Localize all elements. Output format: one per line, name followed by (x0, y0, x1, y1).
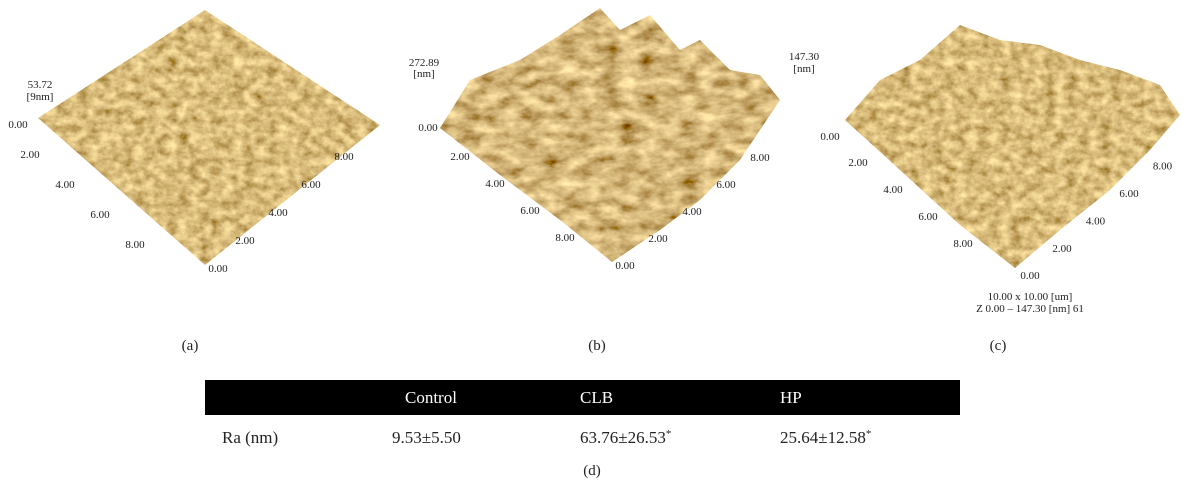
cell-note: * (666, 428, 672, 440)
row-label: Ra (nm) (222, 428, 278, 447)
cell-value: 9.53±5.50 (392, 428, 461, 447)
z-min-label: 0.00 (820, 131, 840, 143)
axis-label: 8.00 (334, 151, 354, 163)
axis-label: 2.00 (235, 235, 255, 247)
z-unit-label: [nm] (793, 63, 814, 75)
axis-label: 8.00 (750, 152, 770, 164)
cell-value: 25.64±12.58 (780, 428, 866, 447)
axis-label: 6.00 (90, 209, 110, 221)
axis-label: 8.00 (1153, 161, 1173, 173)
axis-label: 8.00 (555, 232, 575, 244)
cell: 25.64±12.58* (780, 428, 871, 447)
cell: 9.53±5.50 (392, 428, 461, 447)
axis-label: 6.00 (520, 205, 540, 217)
axis-label: 4.00 (883, 184, 903, 196)
axis-label: 6.00 (301, 179, 321, 191)
surface-c (840, 20, 1183, 270)
axis-label: 2.00 (1052, 243, 1072, 255)
axis-label: 6.00 (716, 179, 736, 191)
surface-b (435, 5, 785, 265)
panel-label: (b) (588, 338, 606, 354)
z-min-label: 0.00 (418, 122, 438, 134)
surface-a (30, 5, 390, 270)
cell-value: 63.76±26.53 (580, 428, 666, 447)
axis-label: 4.00 (268, 207, 288, 219)
axis-label: 4.00 (485, 178, 505, 190)
axis-label: 6.00 (1119, 188, 1139, 200)
z-unit-label: [9nm] (27, 91, 54, 103)
axis-label: 2.00 (848, 157, 868, 169)
z-min-label: 0.00 (8, 119, 28, 131)
origin-label: 0.00 (615, 260, 635, 272)
cell: 63.76±26.53* (580, 428, 671, 447)
z-unit-label: [nm] (413, 68, 434, 80)
axis-label: 6.00 (918, 211, 938, 223)
axis-label: 4.00 (682, 206, 702, 218)
column-header: HP (780, 388, 802, 407)
panel-label: (a) (182, 338, 199, 354)
origin-label: 0.00 (208, 263, 228, 275)
z-max-label: 147.30 (789, 51, 820, 63)
column-header: Control (405, 388, 457, 407)
table-caption: (d) (583, 463, 601, 479)
scan-info: 10.00 x 10.00 [um] (988, 291, 1073, 303)
z-max-label: 53.72 (28, 79, 53, 91)
panel-label: (c) (990, 338, 1007, 354)
origin-label: 0.00 (1020, 270, 1040, 282)
scan-info: Z 0.00 – 147.30 [nm] 61 (976, 303, 1084, 315)
axis-label: 4.00 (1086, 216, 1106, 228)
axis-label: 2.00 (450, 151, 470, 163)
axis-label: 8.00 (953, 238, 973, 250)
cell-note: * (866, 428, 872, 440)
axis-label: 2.00 (648, 233, 668, 245)
figure: 53.72[9nm] 0.00 2.00 4.00 6.00 8.00 0.00 2.00 4.… (0, 0, 1183, 489)
axis-label: 4.00 (55, 179, 75, 191)
axis-label: 2.00 (20, 149, 40, 161)
column-header: CLB (580, 388, 613, 407)
axis-label: 8.00 (125, 239, 145, 251)
